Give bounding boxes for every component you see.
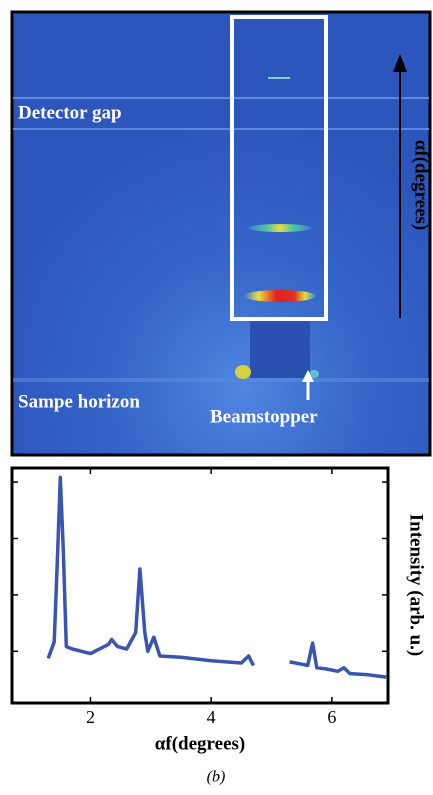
peak xyxy=(248,224,312,232)
specular xyxy=(309,370,319,378)
horizon-line xyxy=(13,378,429,382)
detector-image: αf(degrees) Detector gap Sampe horizon B… xyxy=(10,10,432,457)
beamstopper-shadow xyxy=(250,320,310,378)
pointer-head xyxy=(302,370,314,382)
arrow-head xyxy=(393,54,407,72)
image-axis-label: αf(degrees) xyxy=(411,140,432,230)
caption: (b) xyxy=(207,769,226,786)
y-axis-label: Intensity (arb. u.) xyxy=(406,514,427,657)
specular xyxy=(235,365,251,379)
annotation: Detector gap xyxy=(18,102,122,123)
peak xyxy=(268,77,290,79)
data-line xyxy=(46,475,387,679)
gap-line xyxy=(13,97,429,99)
x-tick-label: 4 xyxy=(207,707,216,727)
image-frame xyxy=(10,10,432,457)
annotation: Beamstopper xyxy=(210,406,318,427)
plot-frame xyxy=(10,466,390,705)
roi-box xyxy=(230,15,328,321)
x-tick-label: 2 xyxy=(86,707,95,727)
peak xyxy=(244,290,316,302)
x-tick-label: 6 xyxy=(327,707,336,727)
x-axis-label: αf(degrees) xyxy=(155,733,245,754)
gap-line xyxy=(13,128,429,130)
annotation: Sampe horizon xyxy=(18,391,140,412)
